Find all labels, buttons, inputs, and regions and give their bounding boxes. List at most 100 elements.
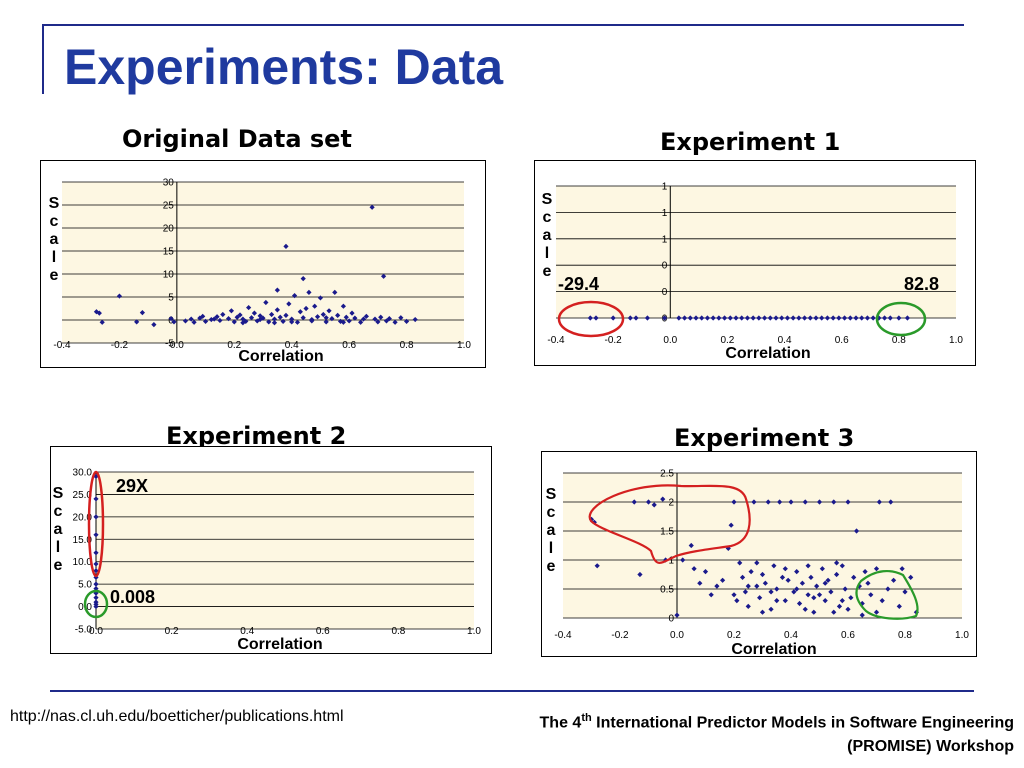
x-tick-label: 0.0 xyxy=(89,626,103,637)
highlight-outline xyxy=(588,484,751,564)
data-point xyxy=(868,592,874,598)
data-point xyxy=(710,315,716,321)
y-tick-label: 0 xyxy=(662,261,668,272)
data-point xyxy=(633,315,639,321)
data-point xyxy=(688,542,694,549)
x-tick-label: 1.0 xyxy=(949,335,963,346)
data-point xyxy=(248,315,255,321)
data-point xyxy=(774,586,780,592)
data-point xyxy=(93,561,99,567)
x-axis-label: Correlation xyxy=(237,636,322,653)
y-tick-label: 0.5 xyxy=(660,585,674,596)
chart-experiment-3: 2.5 2 1.5 1 0.5 0 -0.4 -0.2 0.0 0.2 0.4 0.6 0.8 1.0 S c… xyxy=(541,451,977,658)
data-point xyxy=(228,308,235,314)
data-point xyxy=(881,315,888,321)
footer-divider xyxy=(50,690,974,692)
data-point xyxy=(681,315,688,321)
data-point xyxy=(744,315,751,321)
data-point xyxy=(761,315,768,321)
plot-area xyxy=(563,473,962,618)
data-point xyxy=(739,315,745,321)
x-tick-label: 0.4 xyxy=(240,626,254,637)
chart-experiment-2: 30.025.020.015.010.05.00.0-5.00.0 0.2 0.4 0… xyxy=(50,446,492,654)
data-point xyxy=(796,315,802,321)
x-tick-label: 1.0 xyxy=(457,340,471,351)
data-point xyxy=(896,315,902,321)
data-point xyxy=(853,528,860,534)
data-point xyxy=(887,315,893,321)
y-tick-label: -5 xyxy=(165,339,174,350)
data-point xyxy=(610,315,616,321)
footer-url[interactable]: http://nas.cl.uh.edu/boetticher/publicat… xyxy=(10,708,344,725)
data-point xyxy=(398,315,404,321)
data-point xyxy=(828,589,834,595)
data-point xyxy=(237,312,243,318)
data-point xyxy=(873,566,880,572)
x-tick-label: -0.4 xyxy=(547,335,565,346)
data-point xyxy=(825,577,831,583)
data-point xyxy=(885,586,891,592)
data-point xyxy=(378,314,384,320)
y-tick-label: -5.0 xyxy=(75,625,93,636)
data-point xyxy=(693,315,699,321)
annotation-label: 29X xyxy=(116,476,148,496)
x-tick-label: 0.6 xyxy=(841,630,855,641)
data-point xyxy=(904,315,911,321)
x-tick-label: 0.2 xyxy=(227,340,241,351)
annotation-label: -29.4 xyxy=(558,274,599,294)
annotation-label: 82.8 xyxy=(904,274,939,294)
data-point xyxy=(708,592,714,598)
y-tick-label: 30 xyxy=(163,178,175,189)
data-point xyxy=(767,315,773,321)
x-tick-label: 0.0 xyxy=(170,340,184,351)
highlight-circle xyxy=(557,300,625,338)
plot-area xyxy=(556,186,956,318)
data-point xyxy=(811,609,817,615)
data-point xyxy=(168,316,174,322)
data-point xyxy=(773,315,779,321)
chart-title-experiment-1: Experiment 1 xyxy=(660,128,841,156)
data-point xyxy=(225,316,232,322)
x-tick-label: 0.2 xyxy=(720,335,734,346)
chart-title-experiment-2: Experiment 2 xyxy=(166,422,347,450)
chart-title-experiment-3: Experiment 3 xyxy=(674,424,855,452)
x-tick-label: 0.8 xyxy=(391,626,405,637)
data-point xyxy=(93,550,99,556)
data-point xyxy=(831,609,837,615)
data-point xyxy=(768,606,774,612)
x-tick-label: -0.4 xyxy=(554,630,572,641)
y-tick-label: 15.0 xyxy=(73,535,93,546)
highlight-outline xyxy=(855,569,919,620)
data-point xyxy=(816,499,823,505)
x-axis-label: Correlation xyxy=(238,348,323,365)
data-point xyxy=(794,586,800,592)
y-tick-label: 0 xyxy=(668,614,674,625)
data-point xyxy=(727,315,733,321)
x-tick-label: 0.6 xyxy=(342,340,356,351)
data-point xyxy=(802,606,808,612)
data-point xyxy=(759,609,766,615)
data-point xyxy=(777,499,783,505)
data-point xyxy=(291,293,298,299)
data-point xyxy=(363,313,369,319)
data-point xyxy=(842,586,848,592)
data-point xyxy=(721,315,728,321)
data-point xyxy=(750,315,756,321)
data-point xyxy=(381,273,387,279)
data-point xyxy=(845,499,851,505)
data-point xyxy=(807,315,813,321)
data-point xyxy=(822,580,828,586)
x-tick-label: -0.2 xyxy=(111,340,129,351)
data-point xyxy=(283,243,289,249)
data-point xyxy=(814,583,820,589)
data-point xyxy=(784,315,791,321)
data-point xyxy=(765,499,771,505)
y-tick-label: 2.5 xyxy=(660,469,674,480)
data-point xyxy=(830,315,836,321)
data-point xyxy=(888,499,894,505)
data-point xyxy=(864,315,871,321)
data-point xyxy=(834,571,840,578)
title-left-bar xyxy=(42,24,44,94)
annotation-label: 0.008 xyxy=(110,587,155,607)
